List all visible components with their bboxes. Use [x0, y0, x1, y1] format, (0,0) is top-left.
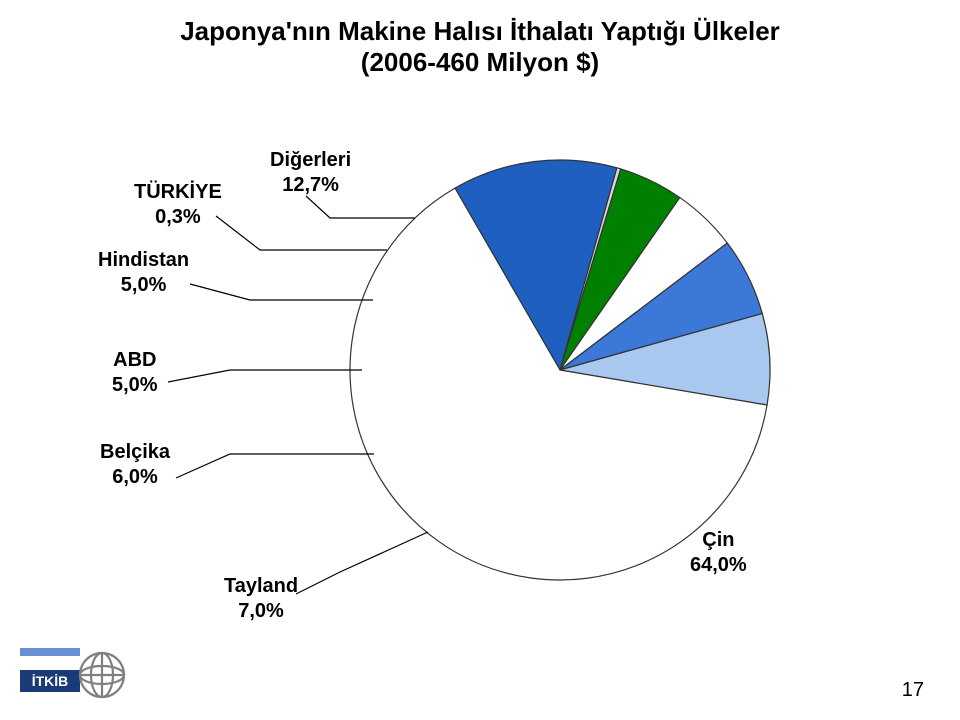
pie-svg — [340, 150, 780, 590]
slice-label: Çin 64,0% — [690, 528, 747, 578]
pie-chart — [340, 150, 780, 590]
leader-line — [168, 370, 362, 382]
slice-label: ABD 5,0% — [112, 348, 158, 398]
title-line2: (2006-460 Milyon $) — [0, 47, 960, 78]
chart-title: Japonya'nın Makine Halısı İthalatı Yaptı… — [0, 16, 960, 78]
title-line1: Japonya'nın Makine Halısı İthalatı Yaptı… — [0, 16, 960, 47]
slice-label: Belçika 6,0% — [100, 440, 170, 490]
slice-label: Tayland 7,0% — [224, 574, 298, 624]
slice-label: TÜRKİYE 0,3% — [134, 180, 222, 230]
page-number: 17 — [902, 679, 924, 702]
slide: Japonya'nın Makine Halısı İthalatı Yaptı… — [0, 0, 960, 720]
logo: İTKİB — [20, 648, 140, 702]
slice-label: Hindistan 5,0% — [98, 248, 189, 298]
svg-text:İTKİB: İTKİB — [32, 673, 69, 689]
slice-label: Diğerleri 12,7% — [270, 148, 351, 198]
